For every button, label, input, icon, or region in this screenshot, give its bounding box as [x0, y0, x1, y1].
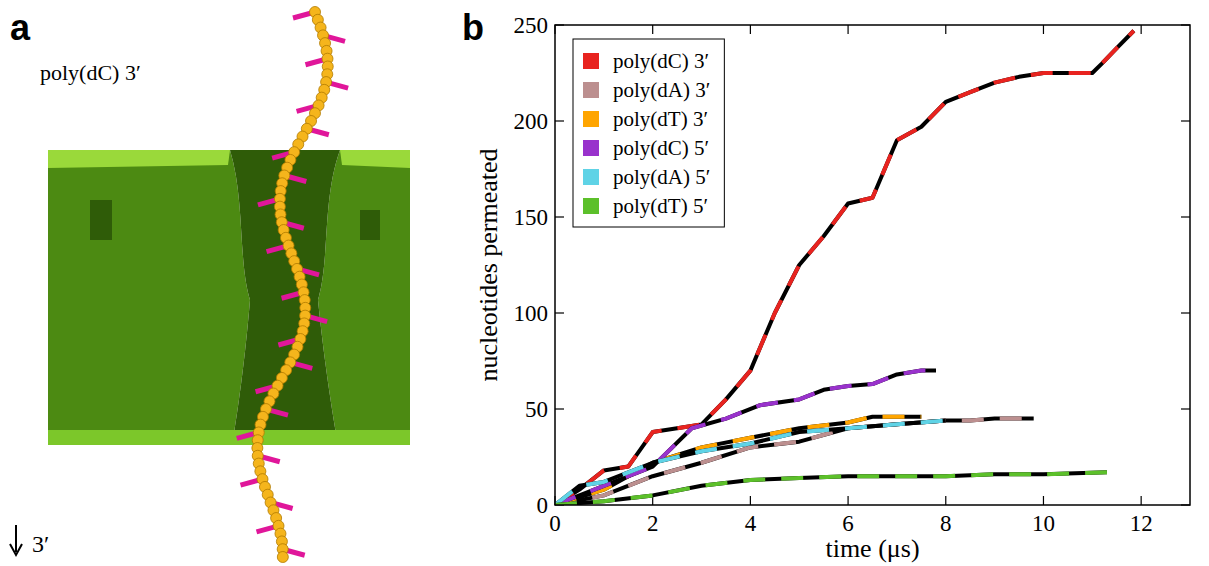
x-tick [1043, 496, 1044, 505]
legend-swatch [583, 53, 599, 69]
figure: a poly(dC) 3′ 3′ b 0 2 4 6 8 10 12 0 50 100 150 200 250 t… [0, 0, 1209, 566]
x-tick [1141, 25, 1142, 34]
series-line [555, 417, 921, 505]
series-line-shadow [555, 472, 1107, 505]
series-line [555, 419, 1034, 505]
series-line [555, 31, 1134, 505]
legend-swatch [583, 198, 599, 214]
y-tick [555, 216, 564, 217]
legend-swatch [583, 82, 599, 98]
y-tick-label: 0 [537, 493, 549, 518]
legend-label: poly(dT) 3′ [613, 107, 708, 131]
y-tick-label: 100 [514, 301, 549, 326]
plot-frame [555, 25, 1190, 505]
y-tick [1181, 120, 1190, 121]
x-tick [1141, 496, 1142, 505]
panel-letter: a [10, 7, 31, 48]
x-tick-label: 4 [745, 511, 757, 536]
series-line [555, 421, 946, 505]
y-tick-label: 200 [514, 109, 549, 134]
y-tick-label: 50 [525, 397, 548, 422]
y-tick [555, 120, 564, 121]
legend-label: poly(dA) 3′ [613, 78, 710, 102]
x-tick [750, 496, 751, 505]
series-line-shadow [555, 31, 1134, 505]
x-tick [945, 496, 946, 505]
legend-label: poly(dC) 3′ [613, 49, 709, 73]
pore-lumen [230, 150, 340, 445]
series-group [555, 31, 1134, 505]
x-tick-label: 10 [1032, 511, 1055, 536]
y-tick-label: 150 [514, 205, 549, 230]
x-tick [847, 496, 848, 505]
dna-strand [237, 7, 348, 563]
x-axis-title: time (μs) [825, 534, 919, 563]
y-tick [1181, 216, 1190, 217]
direction-arrow [10, 544, 22, 555]
series-line [555, 472, 1107, 505]
x-tick [750, 25, 751, 34]
nanopore [48, 150, 410, 445]
y-tick [1181, 408, 1190, 409]
series-line-shadow [555, 417, 921, 505]
legend-swatch [583, 140, 599, 156]
pore-rim [340, 150, 410, 168]
backbone-bead [277, 552, 288, 563]
y-tick [555, 312, 564, 313]
x-tick [945, 25, 946, 34]
pore-rim [48, 430, 410, 445]
direction-arrow [15, 525, 17, 552]
x-tick [847, 25, 848, 34]
x-tick [652, 25, 653, 34]
legend-label: poly(dA) 5′ [613, 165, 710, 189]
series-line [555, 371, 936, 505]
pore-rim [48, 150, 230, 168]
legend-label: poly(dC) 5′ [613, 136, 709, 160]
legend-label: poly(dT) 5′ [613, 194, 708, 218]
legend: poly(dC) 3′ poly(dA) 3′ poly(dT) 3′ poly(dC… [573, 39, 724, 227]
legend-swatch [583, 169, 599, 185]
panel-label: poly(dC) 3′ [40, 60, 141, 85]
pore-wall [318, 150, 410, 445]
direction-label: 3′ [32, 531, 49, 557]
legend-swatch [583, 111, 599, 127]
y-tick-label: 250 [514, 13, 549, 38]
series-line-shadow [555, 421, 946, 505]
pore-cavity [90, 200, 112, 240]
x-tick-label: 2 [647, 511, 659, 536]
y-tick [1181, 312, 1190, 313]
panel-letter: b [462, 7, 484, 48]
y-axis-title: nucleotides permeated [474, 148, 503, 381]
pore-wall [48, 150, 250, 445]
x-tick-label: 0 [549, 511, 561, 536]
x-tick-label: 6 [842, 511, 854, 536]
y-tick [555, 408, 564, 409]
x-tick [1043, 25, 1044, 34]
legend-box [573, 39, 724, 227]
pore-cavity [360, 210, 380, 240]
series-line-shadow [555, 371, 936, 505]
x-tick-label: 12 [1130, 511, 1153, 536]
series-line-shadow [555, 419, 1034, 505]
x-tick-label: 8 [940, 511, 952, 536]
